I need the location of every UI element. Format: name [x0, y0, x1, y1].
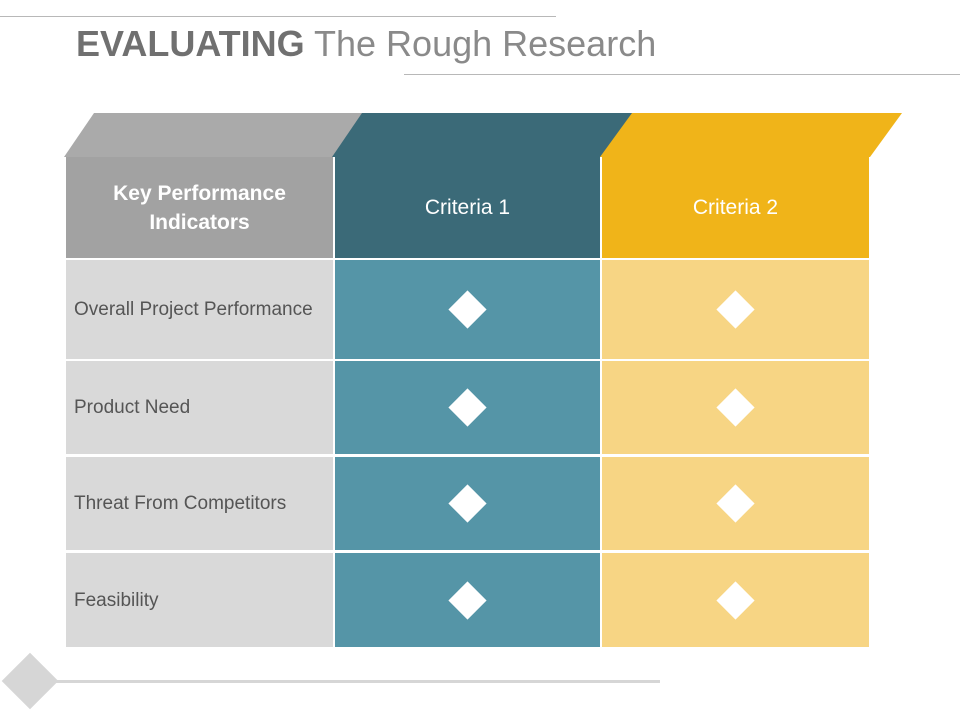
criteria2-header: Criteria 2 — [602, 157, 869, 258]
white-diamond-icon — [448, 580, 487, 620]
kpi-header-label: Key Performance Indicators — [113, 181, 286, 234]
row-label-text: Feasibility — [74, 589, 159, 611]
table-row-label: Overall Project Performance — [66, 260, 333, 359]
criteria1-cell — [335, 361, 600, 454]
kpi-header-cap — [64, 113, 364, 157]
gray-diamond-icon — [1, 652, 59, 710]
footer-line — [40, 680, 660, 683]
white-diamond-icon — [716, 290, 755, 329]
criteria1-cell — [335, 260, 600, 359]
criteria2-cell — [602, 457, 869, 550]
row-label-text: Threat From Competitors — [74, 493, 287, 514]
criteria1-header-cap — [332, 113, 634, 157]
top-rule — [0, 16, 556, 17]
row-label-text: Product Need — [74, 397, 191, 418]
criteria2-cell — [602, 553, 869, 647]
criteria1-header: Criteria 1 — [335, 157, 600, 258]
white-diamond-icon — [716, 388, 755, 427]
title-light: The Rough Research — [314, 23, 657, 64]
criteria1-cell — [335, 457, 600, 550]
criteria1-cell — [335, 553, 600, 647]
title-bold: EVALUATING — [76, 23, 305, 64]
kpi-header: Key Performance Indicators — [66, 157, 333, 258]
white-diamond-icon — [448, 290, 487, 329]
row-label-text: Overall Project Performance — [74, 299, 313, 320]
criteria2-cell — [602, 260, 869, 359]
table-row-label: Product Need — [66, 361, 333, 454]
white-diamond-icon — [448, 484, 487, 523]
white-diamond-icon — [448, 388, 487, 427]
criteria1-header-label: Criteria 1 — [424, 195, 511, 219]
criteria2-cell — [602, 361, 869, 454]
title-underline-rule — [404, 74, 960, 75]
page-title: EVALUATING The Rough Research — [76, 22, 656, 66]
criteria2-header-label: Criteria 2 — [692, 195, 779, 219]
white-diamond-icon — [716, 580, 755, 620]
table-row-label: Feasibility — [66, 553, 333, 647]
table-row-label: Threat From Competitors — [66, 457, 333, 550]
white-diamond-icon — [716, 484, 755, 523]
criteria2-header-cap — [600, 113, 902, 157]
